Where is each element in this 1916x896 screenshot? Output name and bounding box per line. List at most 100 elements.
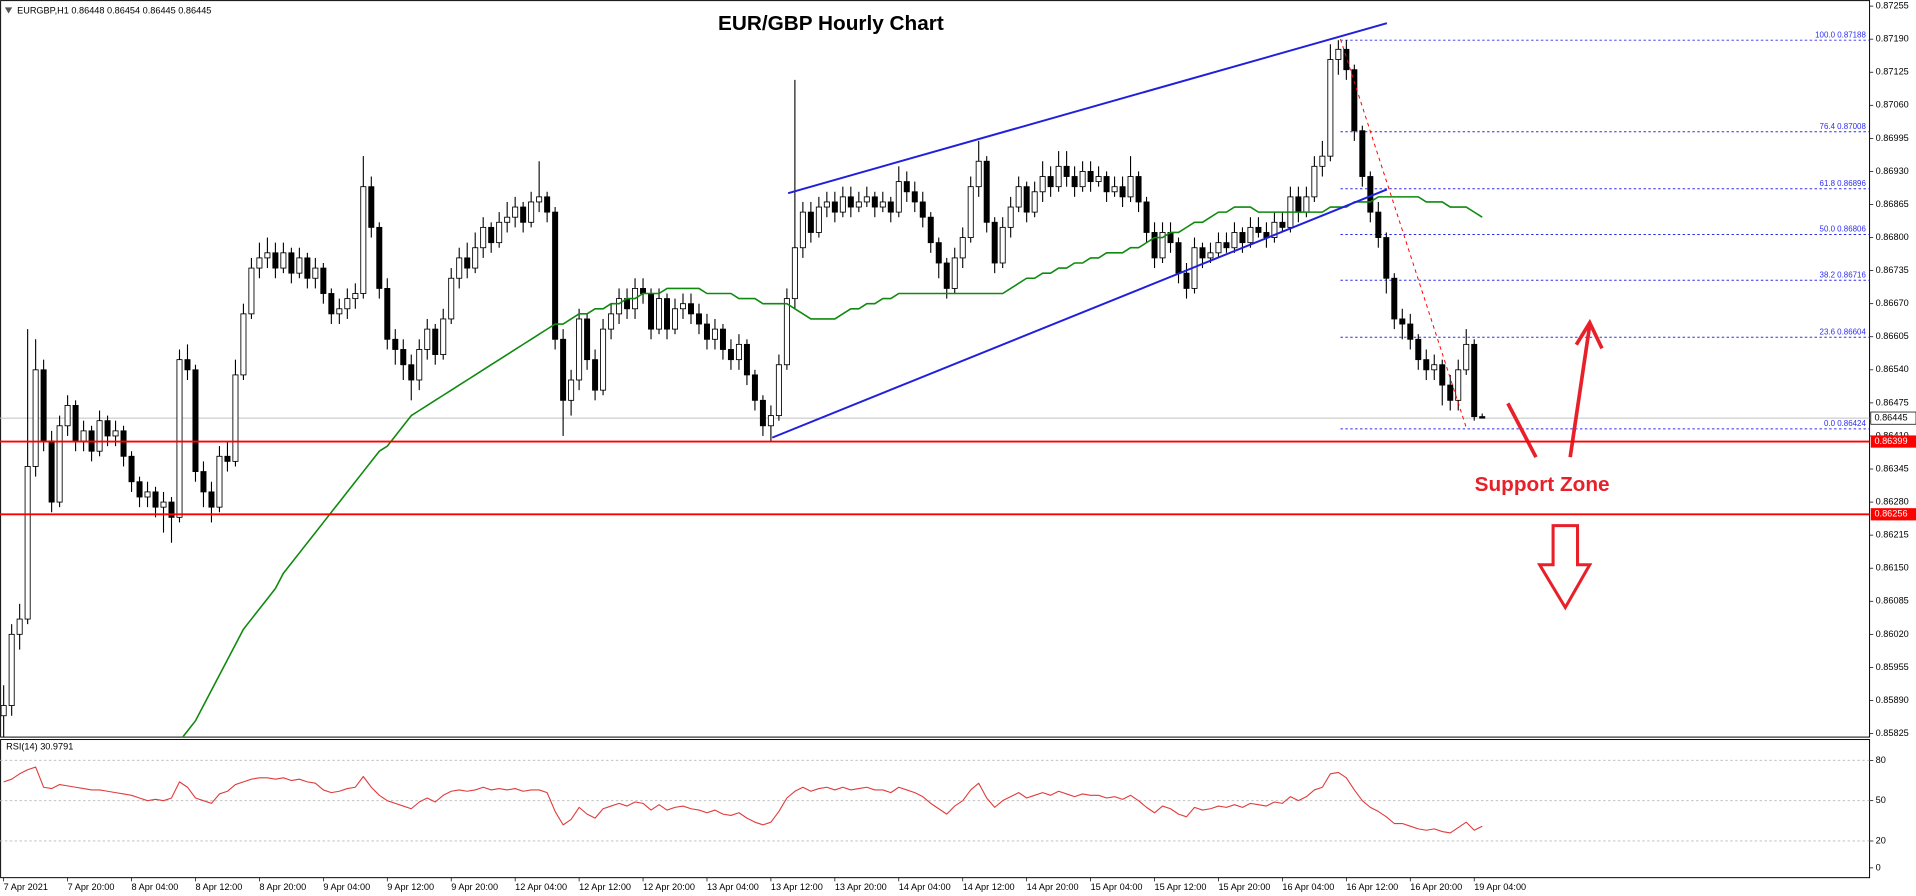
candle-body [504,216,511,223]
candle-body [1311,165,1318,198]
rsi-layer [0,759,1870,842]
x-tick-label: 7 Apr 2021 [4,882,48,892]
fib-label: 76.4 0.87008 [1820,122,1867,131]
candle-body [528,201,535,223]
arrow-stroke [1506,402,1538,459]
fib-label: 0.0 0.86424 [1824,419,1867,428]
candle-body [600,328,607,391]
candle-body [440,318,447,355]
candle-body [320,267,327,294]
candle-body [943,262,950,289]
candle-body [1087,171,1094,183]
candle-body [783,298,790,366]
candle-body [464,257,471,269]
candle-body [1055,165,1062,188]
current-price-box [1870,411,1916,425]
candle-body [384,287,391,340]
candle-body [192,369,199,472]
candle-body [1239,232,1246,244]
rsi-tick-label: 0 [1876,862,1881,872]
candle-body [392,338,399,350]
y-tick-label: 0.86995 [1876,133,1909,143]
candle-body [1047,176,1054,188]
x-tick-label: 13 Apr 04:00 [707,882,759,892]
candle-body [1367,176,1374,213]
candle-body [144,491,151,498]
x-tick-label: 8 Apr 12:00 [195,882,242,892]
rsi-tick-label: 20 [1876,835,1886,845]
candle-body [24,466,31,620]
candle-body [1175,242,1182,274]
candle-body [1463,343,1470,371]
candle-body [536,196,543,203]
candle-body [1159,232,1166,259]
candle-body [751,374,758,401]
candle-body [584,318,591,361]
candle-body [1247,226,1254,244]
fib-label: 50.0 0.86806 [1820,225,1867,234]
candle-body [160,501,167,508]
candle-body [767,415,774,427]
y-tick-label: 0.86475 [1876,397,1909,407]
candle-body [823,201,830,208]
candle-body [344,298,351,310]
y-tick-label: 0.87125 [1876,67,1909,77]
candle-body [592,359,599,391]
candle-body [695,313,702,325]
candle-body [1383,237,1390,279]
x-tick-label: 12 Apr 20:00 [643,882,695,892]
candle-body [791,247,798,300]
candle-body [703,323,710,340]
candle-body [711,328,718,340]
candle-body [136,481,143,498]
candle-body [1007,206,1014,228]
up-arrow [1568,318,1604,458]
moving-average [181,196,1483,738]
candle-body [1471,343,1478,418]
y-tick-label: 0.86020 [1876,629,1909,639]
header-icon [4,7,13,14]
candle-body [672,308,678,330]
candle-body [216,455,223,508]
candle-body [839,196,846,213]
candle-body [80,430,87,442]
candle-body [200,471,207,493]
candle-body [312,267,319,279]
candle-body [96,420,103,452]
candle-body [1423,359,1430,371]
y-tick-label: 0.87060 [1876,100,1909,110]
candle-body [560,338,567,401]
level-box [1870,435,1916,448]
candle-body [296,257,303,274]
candle-body [847,196,854,208]
fib-label: 23.6 0.86604 [1820,327,1867,336]
candle-body [360,186,367,294]
candle-body [759,399,766,427]
candle-body [1071,176,1078,188]
header-info: EURGBP,H1 0.86448 0.86454 0.86445 0.8644… [17,5,211,15]
candle-body [951,257,958,289]
candle-body [280,252,287,269]
candle-body [1327,59,1334,157]
candle-body [1295,196,1302,213]
candle-body [608,313,615,330]
level-label: 0.86399 [1874,436,1907,446]
candle-body [1255,226,1262,233]
candle-body [911,191,918,203]
annotation: Support Zone [1475,473,1610,496]
x-tick-label: 9 Apr 20:00 [451,882,498,892]
candle-body [424,328,431,350]
candle-body [72,404,79,442]
candle-body [919,201,926,218]
y-tick-label: 0.87255 [1876,1,1909,11]
candle-body [927,216,934,244]
candle-body [176,359,183,518]
x-tick-label: 19 Apr 04:00 [1474,882,1526,892]
candle-body [416,349,423,381]
candle-body [1351,69,1358,132]
candle-body [1399,318,1406,325]
candle-body [520,206,527,223]
y-tick-label: 0.86605 [1876,331,1909,341]
candle-body [248,267,255,315]
